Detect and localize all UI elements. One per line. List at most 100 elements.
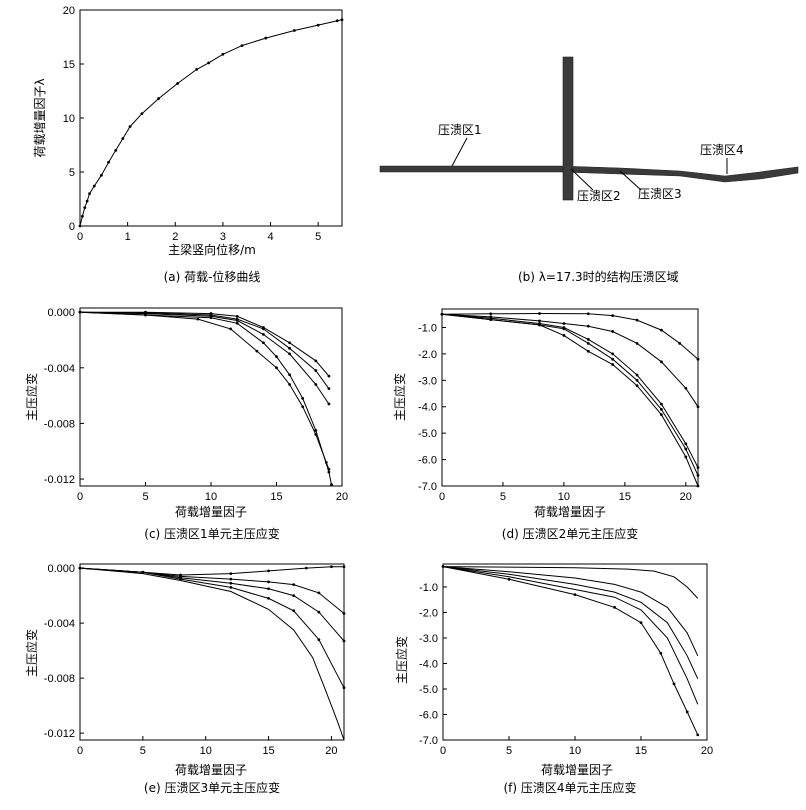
data-point — [573, 593, 577, 597]
zone-label-4: 压溃区4 — [700, 143, 744, 157]
data-point — [317, 638, 321, 642]
x-axis-label: 荷载增量因子 — [175, 505, 247, 519]
data-point — [635, 373, 639, 377]
data-point — [100, 173, 103, 177]
y-tick-label: 0.000 — [47, 563, 75, 575]
x-tick-label: 10 — [569, 745, 581, 757]
data-point — [262, 341, 265, 345]
data-point — [342, 565, 346, 569]
data-point — [288, 346, 291, 350]
y-tick-label: -0.012 — [44, 728, 75, 740]
data-point — [660, 360, 663, 364]
chart-a: 0 1 2 3 4 5 0 5 10 15 20 主梁竖向位移/m 荷载增量因子λ (a) 荷载-位移曲线 — [33, 5, 344, 284]
y-tick-label: -3.0 — [418, 375, 437, 387]
data-point — [611, 330, 615, 333]
x-tick-label: 10 — [205, 491, 217, 503]
chart-d: 0 5 10 15 20 -1.0 -2.0 -3.0 -4.0 -5.0 -6.0 -7.0 荷载增量… — [392, 308, 700, 541]
y-tick-label: -0.004 — [44, 618, 75, 630]
leader-zone-2 — [570, 168, 594, 191]
zone-label-3: 压溃区3 — [638, 187, 682, 201]
data-point — [342, 686, 346, 690]
y-tick-label: -5.0 — [418, 428, 437, 440]
data-point — [314, 369, 318, 372]
data-point — [340, 18, 344, 22]
series-line-2 — [441, 313, 699, 407]
caption-a: (a) 荷载-位移曲线 — [164, 269, 261, 284]
y-tick-label: -4.0 — [419, 658, 438, 670]
data-point — [83, 206, 87, 210]
data-point — [78, 310, 82, 314]
caption-c: (c) 压溃区1单元主压应变 — [144, 526, 279, 541]
data-point — [538, 312, 541, 315]
data-point — [489, 318, 493, 321]
data-point — [235, 319, 239, 322]
data-point — [562, 334, 566, 337]
x-tick-label: 15 — [635, 745, 647, 757]
data-point — [85, 199, 89, 203]
data-point — [635, 384, 639, 388]
x-tick-label: 20 — [680, 491, 692, 503]
data-point — [696, 357, 700, 361]
data-point — [613, 605, 616, 609]
y-tick-label: -0.012 — [44, 474, 75, 486]
structure-diagram: 压溃区1 压溃区2 压溃区3 压溃区4 (b) λ=17.3时的结构压溃区域 — [379, 56, 799, 284]
data-point — [507, 577, 511, 581]
x-axis-label: 荷载增量因子 — [175, 763, 247, 777]
data-point — [262, 327, 265, 331]
data-point — [317, 610, 321, 614]
data-point — [586, 349, 590, 353]
data-point — [660, 413, 663, 417]
data-point — [275, 355, 278, 359]
y-tick-label: -1.0 — [419, 582, 438, 594]
caption-e: (e) 压溃区3单元主压应变 — [144, 780, 280, 795]
chart-c: 0 5 10 15 20 0.000 -0.004 -0.008 -0.012 荷载增量因子 主压应… — [24, 307, 348, 541]
data-point — [538, 323, 541, 327]
data-point — [292, 594, 296, 598]
data-point — [660, 407, 663, 411]
y-tick-label: -5.0 — [419, 684, 438, 696]
data-point — [562, 322, 566, 325]
data-point — [684, 455, 688, 459]
data-point — [207, 61, 211, 65]
plot-frame — [441, 308, 699, 487]
series-line-1 — [79, 19, 343, 227]
x-tick-label: 15 — [270, 491, 282, 503]
series-line-2 — [442, 566, 699, 657]
data-point — [121, 137, 125, 140]
data-point — [267, 580, 270, 584]
series-line-4 — [442, 566, 699, 705]
x-tick-label: 20 — [336, 491, 348, 503]
y-tick-label: 20 — [63, 5, 75, 17]
y-tick-label: -2.0 — [418, 349, 437, 361]
series-line-3 — [441, 313, 699, 468]
data-point — [80, 214, 84, 218]
x-axis-label: 主梁竖向位移/m — [168, 242, 256, 257]
data-point — [327, 374, 331, 378]
y-tick-label: 15 — [63, 59, 75, 71]
chart-e: 0 5 10 15 20 0.000 -0.004 -0.008 -0.012 荷载增量因子 主压应… — [24, 563, 346, 795]
data-point — [441, 565, 445, 568]
data-point — [288, 341, 291, 345]
data-point — [586, 312, 590, 316]
y-tick-label: -3.0 — [419, 633, 438, 645]
data-point — [696, 405, 700, 409]
y-axis-label: 主压应变 — [24, 629, 39, 677]
data-point — [611, 357, 615, 361]
plot-frame — [442, 563, 708, 741]
y-tick-label: -7.0 — [419, 735, 438, 747]
y-axis-label: 主压应变 — [394, 636, 409, 684]
data-point — [330, 483, 333, 487]
data-point — [327, 402, 331, 406]
x-tick-label: 0 — [440, 745, 446, 757]
y-tick-label: 10 — [63, 113, 75, 125]
data-point — [324, 460, 328, 464]
leader-zone-3 — [619, 170, 642, 191]
y-tick-label: 0 — [69, 221, 75, 233]
x-tick-label: 5 — [506, 745, 512, 757]
data-point — [314, 359, 318, 363]
data-point — [267, 587, 270, 591]
y-axis-label: 主压应变 — [392, 373, 407, 421]
data-point — [114, 149, 118, 152]
x-tick-label: 0 — [77, 745, 83, 757]
